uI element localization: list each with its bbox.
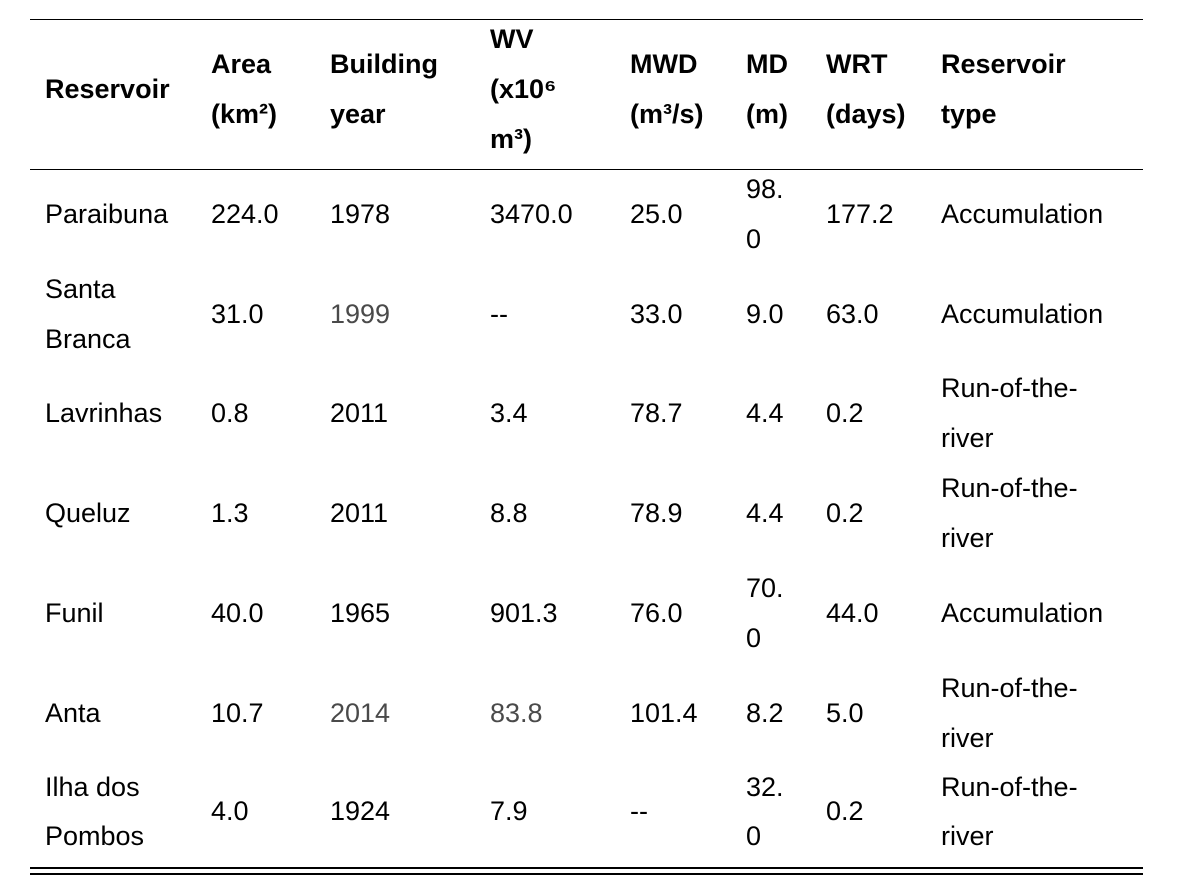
header-mwd: MWD	[630, 49, 698, 79]
cell-year: 2011	[330, 498, 389, 528]
cell-type-cont: river	[941, 523, 994, 553]
cell-reservoir: Lavrinhas	[45, 398, 163, 428]
cell-year: 2014	[330, 698, 391, 728]
cell-type-cont: river	[941, 723, 994, 753]
cell-mwd: 78.9	[630, 498, 683, 528]
cell-md-cont: 0	[746, 623, 762, 653]
cell-wv: --	[490, 299, 508, 329]
cell-reservoir-cont: Pombos	[45, 821, 145, 851]
cell-mwd: 78.7	[630, 398, 683, 428]
cell-wrt: 63.0	[826, 299, 879, 329]
header-md: MD	[746, 49, 788, 79]
cell-mwd: --	[630, 796, 648, 826]
cell-mwd: 76.0	[630, 598, 683, 628]
cell-md: 32.	[746, 772, 784, 802]
cell-wrt: 0.2	[826, 398, 864, 428]
cell-reservoir-cont: Branca	[45, 324, 131, 354]
cell-area: 224.0	[211, 199, 279, 229]
cell-wrt: 5.0	[826, 698, 864, 728]
table-top-rule	[30, 19, 1143, 20]
table-bottom-rule	[30, 867, 1143, 869]
header-building-year-2: year	[330, 99, 386, 129]
cell-area: 31.0	[211, 299, 264, 329]
table-header-rule	[30, 169, 1143, 170]
cell-wv: 8.8	[490, 498, 528, 528]
header-wv-unit-2: m³)	[490, 124, 532, 154]
cell-type: Accumulation	[941, 199, 1104, 229]
header-md-unit: (m)	[746, 99, 788, 129]
cell-area: 10.7	[211, 698, 264, 728]
cell-type: Run-of-the-	[941, 473, 1078, 503]
cell-reservoir: Ilha dos	[45, 772, 140, 802]
header-reservoir-type: Reservoir	[941, 49, 1066, 79]
cell-md: 4.4	[746, 398, 784, 428]
cell-reservoir: Funil	[45, 598, 104, 628]
cell-md-cont: 0	[746, 821, 762, 851]
cell-year: 1965	[330, 598, 391, 628]
cell-type: Accumulation	[941, 598, 1104, 628]
header-wv-unit: (x10⁶	[490, 74, 557, 104]
cell-wrt: 0.2	[826, 498, 864, 528]
table-bottom-rule-double	[30, 873, 1143, 875]
header-reservoir: Reservoir	[45, 74, 170, 104]
cell-area: 1.3	[211, 498, 249, 528]
cell-reservoir: Anta	[45, 698, 101, 728]
cell-reservoir: Paraibuna	[45, 199, 169, 229]
cell-reservoir: Queluz	[45, 498, 131, 528]
cell-wv: 901.3	[490, 598, 558, 628]
header-area-unit: (km²)	[211, 99, 277, 129]
cell-mwd: 33.0	[630, 299, 683, 329]
header-building-year: Building	[330, 49, 438, 79]
cell-area: 40.0	[211, 598, 264, 628]
header-wv: WV	[490, 24, 534, 54]
cell-wv: 83.8	[490, 698, 543, 728]
header-reservoir-type-2: type	[941, 99, 997, 129]
cell-year: 1924	[330, 796, 391, 826]
cell-wrt: 44.0	[826, 598, 879, 628]
cell-year: 1978	[330, 199, 391, 229]
header-wrt-unit: (days)	[826, 99, 906, 129]
cell-type: Accumulation	[941, 299, 1104, 329]
cell-mwd: 25.0	[630, 199, 683, 229]
cell-md: 8.2	[746, 698, 784, 728]
cell-wrt: 177.2	[826, 199, 894, 229]
cell-type: Run-of-the-	[941, 673, 1078, 703]
cell-type-cont: river	[941, 423, 994, 453]
cell-reservoir: Santa	[45, 274, 116, 304]
cell-wv: 3470.0	[490, 199, 573, 229]
cell-type: Run-of-the-	[941, 772, 1078, 802]
cell-area: 0.8	[211, 398, 249, 428]
cell-wv: 7.9	[490, 796, 528, 826]
cell-wrt: 0.2	[826, 796, 864, 826]
cell-wv: 3.4	[490, 398, 528, 428]
header-wrt: WRT	[826, 49, 888, 79]
cell-md: 9.0	[746, 299, 784, 329]
header-area: Area	[211, 49, 272, 79]
cell-mwd: 101.4	[630, 698, 698, 728]
cell-md: 70.	[746, 573, 784, 603]
cell-md: 4.4	[746, 498, 784, 528]
header-mwd-unit: (m³/s)	[630, 99, 704, 129]
cell-md-cont: 0	[746, 224, 762, 254]
cell-year: 2011	[330, 398, 389, 428]
cell-type: Run-of-the-	[941, 373, 1078, 403]
cell-md: 98.	[746, 174, 784, 204]
cell-year: 1999	[330, 299, 391, 329]
cell-area: 4.0	[211, 796, 249, 826]
cell-type-cont: river	[941, 821, 994, 851]
